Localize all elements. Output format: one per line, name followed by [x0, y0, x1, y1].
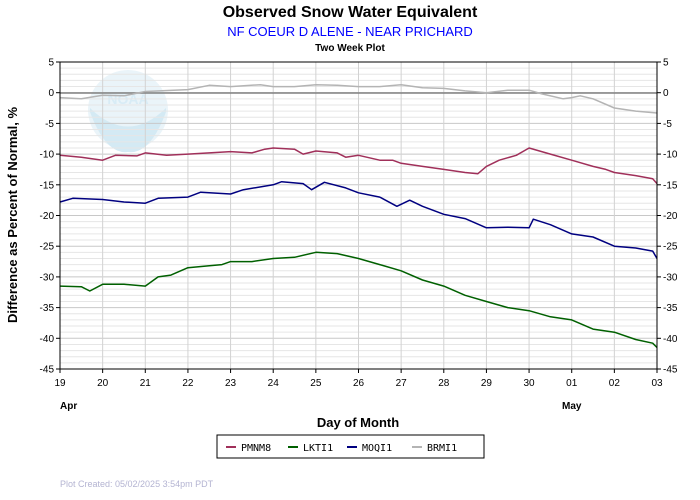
x-tick-label: 02 — [609, 378, 621, 389]
y-tick-label-left: -5 — [45, 119, 54, 130]
chart-subtitle: NF COEUR D ALENE - NEAR PRICHARD — [227, 24, 473, 39]
x-tick-label: 20 — [97, 378, 109, 389]
x-tick-label: 29 — [481, 378, 493, 389]
y-tick-label-right: -5 — [663, 119, 672, 130]
x-tick-label: 28 — [438, 378, 450, 389]
y-tick-label-right: -45 — [663, 365, 678, 376]
month-label: May — [562, 401, 582, 412]
y-tick-label-left: 5 — [48, 58, 54, 69]
x-tick-label: 24 — [268, 378, 280, 389]
y-tick-label-right: 5 — [663, 58, 669, 69]
x-tick-label: 03 — [651, 378, 663, 389]
legend-label: MOQI1 — [362, 443, 392, 454]
chart-subtitle-period: Two Week Plot — [315, 43, 385, 54]
series-line-brmi1 — [59, 83, 658, 114]
y-tick-label-right: -35 — [663, 303, 678, 314]
chart-title: Observed Snow Water Equivalent — [223, 4, 478, 21]
y-tick-label-left: -25 — [40, 242, 55, 253]
x-tick-label: 30 — [524, 378, 536, 389]
y-tick-label-left: -20 — [40, 211, 55, 222]
legend: PMNM8 LKTI1 MOQI1 BRMI1 — [226, 443, 457, 454]
y-tick-label-right: 0 — [663, 88, 669, 99]
x-tick-label: 26 — [353, 378, 365, 389]
y-tick-label-left: -35 — [40, 303, 55, 314]
y-tick-label-right: -25 — [663, 242, 678, 253]
legend-label: LKTI1 — [303, 443, 333, 454]
series-line-pmnm8 — [59, 147, 658, 185]
y-tick-label-left: -30 — [40, 272, 55, 283]
x-tick-label: 23 — [225, 378, 237, 389]
x-tick-label: 27 — [396, 378, 408, 389]
month-label: Apr — [60, 401, 77, 412]
x-axis-label: Day of Month — [317, 415, 399, 430]
y-tick-label-left: -40 — [40, 334, 55, 345]
x-tick-label: 21 — [140, 378, 152, 389]
y-tick-label-left: -15 — [40, 180, 55, 191]
y-tick-label-right: -30 — [663, 272, 678, 283]
y-tick-label-left: -10 — [40, 150, 55, 161]
y-axis-left: 5 0 -5 -10 -15 -20 -25 -30 -35 -40 -45 — [40, 58, 60, 376]
legend-label: PMNM8 — [241, 443, 271, 454]
series-line-moqi1 — [59, 180, 658, 259]
x-tick-label: 01 — [566, 378, 578, 389]
y-axis-right: 5 0 -5 -10 -15 -20 -25 -30 -35 -40 -45 — [657, 58, 678, 376]
x-tick-label: 25 — [310, 378, 322, 389]
y-tick-label-left: -45 — [40, 365, 55, 376]
y-tick-label-right: -40 — [663, 334, 678, 345]
x-tick-label: 19 — [54, 378, 66, 389]
x-axis: 19 20 21 22 23 24 25 26 27 28 29 30 01 02 03 Apr May — [54, 369, 663, 412]
legend-label: BRMI1 — [427, 443, 457, 454]
y-tick-label-right: -10 — [663, 150, 678, 161]
gridlines — [60, 61, 657, 370]
series-lines — [59, 83, 658, 349]
y-tick-label-left: 0 — [48, 88, 54, 99]
y-tick-label-right: -15 — [663, 180, 678, 191]
series-line-lkti1 — [59, 251, 658, 349]
y-axis-label: Difference as Percent of Normal, % — [5, 107, 20, 323]
x-tick-label: 22 — [182, 378, 194, 389]
plot-created-footer: Plot Created: 05/02/2025 3:54pm PDT — [60, 479, 214, 489]
y-tick-label-right: -20 — [663, 211, 678, 222]
